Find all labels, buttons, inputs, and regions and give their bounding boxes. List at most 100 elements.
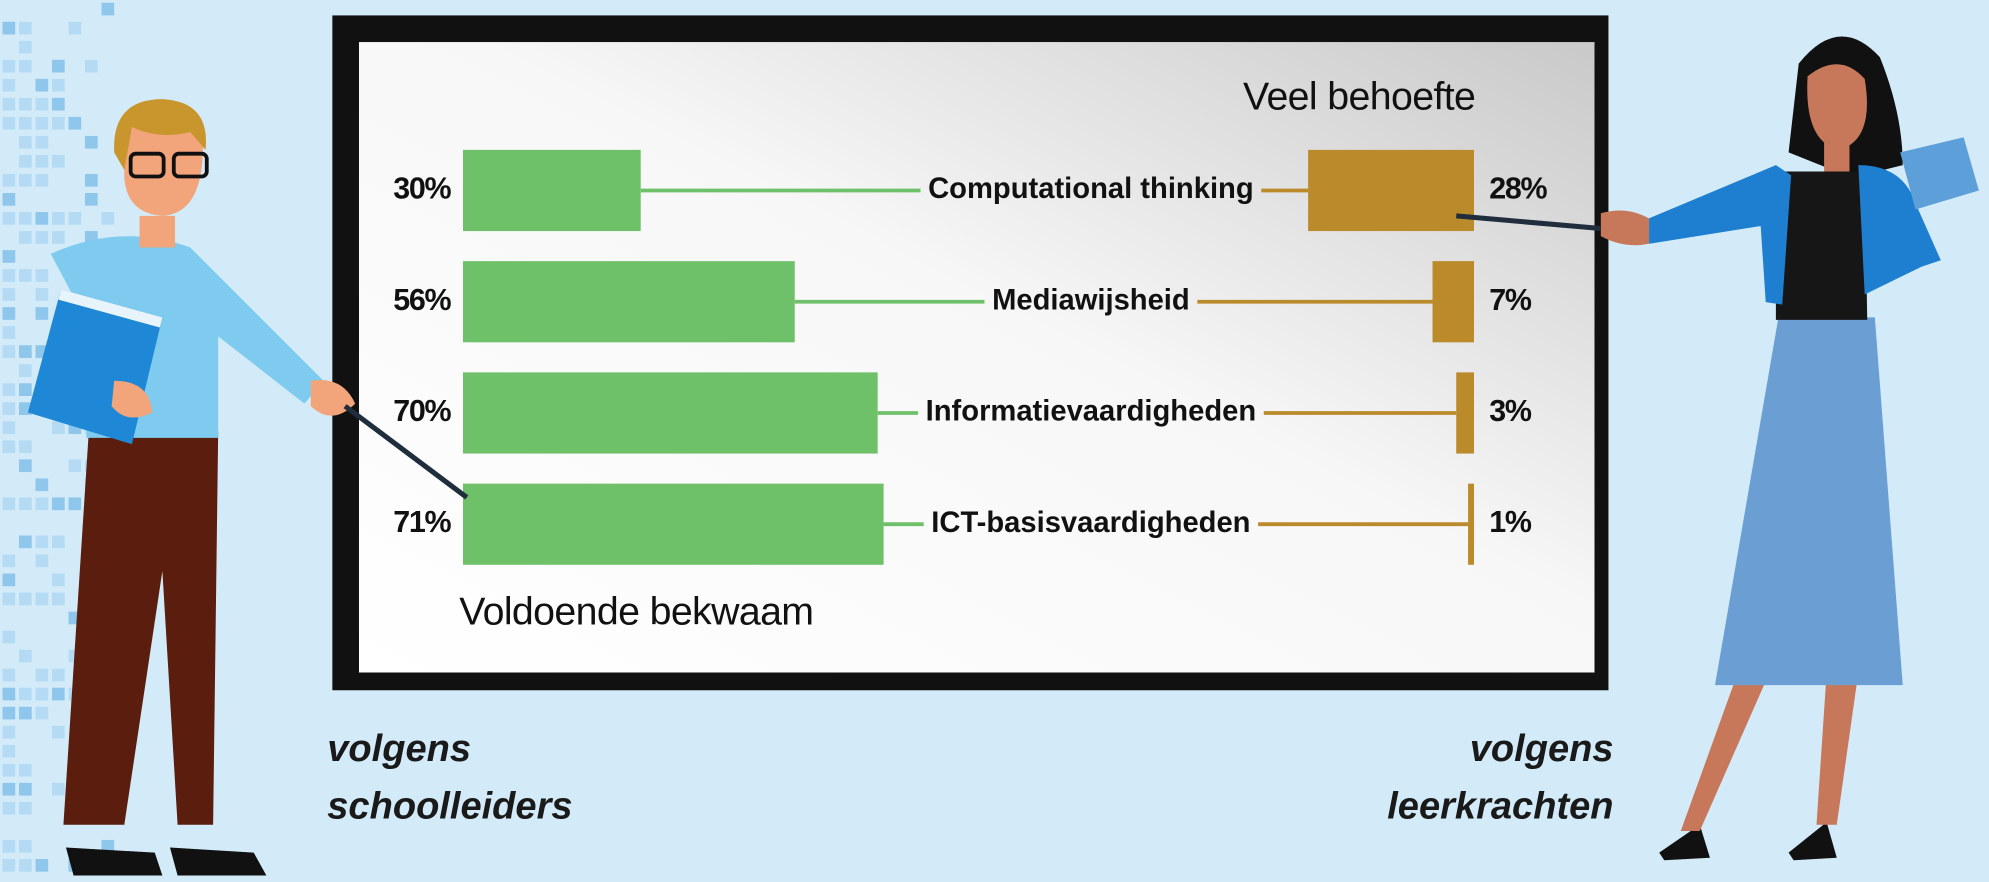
pixel — [3, 764, 16, 777]
caption-right: leerkrachten — [1387, 785, 1613, 827]
pixel — [52, 155, 65, 168]
pixel — [52, 497, 65, 510]
pixel — [19, 497, 32, 510]
bar — [1456, 372, 1474, 453]
pixel — [101, 212, 114, 225]
pixel — [36, 155, 49, 168]
pixel — [36, 288, 49, 301]
pixel — [3, 402, 16, 415]
pixel — [52, 574, 65, 587]
pixel — [3, 669, 16, 682]
pixel — [3, 688, 16, 701]
pixel — [3, 326, 16, 339]
pixel — [3, 212, 16, 225]
pixel — [85, 193, 98, 206]
value-label: 56% — [393, 283, 451, 317]
category-label: Mediawijsheid — [992, 284, 1190, 316]
pixel — [3, 60, 16, 73]
bar — [1468, 484, 1474, 565]
pixel — [36, 136, 49, 149]
pixel — [3, 250, 16, 263]
pixel — [52, 726, 65, 739]
pixel — [3, 269, 16, 282]
pixel — [36, 497, 49, 510]
bar — [463, 150, 641, 231]
pixel — [3, 383, 16, 396]
pixel — [36, 307, 49, 320]
pixel — [19, 764, 32, 777]
category-label: Informatievaardigheden — [926, 396, 1257, 428]
neck — [140, 216, 176, 248]
category-label: ICT-basisvaardigheden — [931, 507, 1250, 539]
pixel — [19, 383, 32, 396]
pixel — [36, 98, 49, 111]
pixel — [3, 840, 16, 853]
pixel — [3, 22, 16, 35]
pixel — [36, 117, 49, 130]
infographic: Veel behoefte Voldoende bekwaam volgens … — [0, 0, 1989, 882]
pixel — [19, 174, 32, 187]
pixel — [3, 98, 16, 111]
pixel — [52, 669, 65, 682]
pixel — [36, 269, 49, 282]
pixel — [68, 459, 81, 472]
neck — [1824, 140, 1849, 172]
pixel — [19, 212, 32, 225]
pixel — [19, 364, 32, 377]
pixel — [52, 212, 65, 225]
pixel — [36, 707, 49, 720]
pixel — [19, 269, 32, 282]
bar — [463, 261, 795, 342]
caption-right: volgens — [1470, 728, 1614, 770]
bar — [1433, 261, 1474, 342]
pixel — [19, 136, 32, 149]
pixel — [52, 60, 65, 73]
pixel — [19, 98, 32, 111]
pixel — [19, 593, 32, 606]
pixel — [52, 688, 65, 701]
pixel — [19, 536, 32, 549]
pixel — [3, 421, 16, 434]
category-label: Computational thinking — [928, 173, 1254, 205]
pixel — [3, 859, 16, 872]
pixel — [19, 802, 32, 815]
value-label: 28% — [1489, 172, 1547, 206]
pixel — [36, 478, 49, 491]
caption-left: schoolleiders — [327, 785, 572, 827]
pixel — [19, 41, 32, 54]
pixel — [19, 117, 32, 130]
pixel — [52, 98, 65, 111]
pixel — [19, 60, 32, 73]
pixel — [36, 174, 49, 187]
pixel — [85, 174, 98, 187]
pixel — [68, 497, 81, 510]
pixel — [3, 593, 16, 606]
pixel — [19, 688, 32, 701]
pixel — [19, 155, 32, 168]
value-label: 1% — [1489, 505, 1532, 539]
pixel — [85, 60, 98, 73]
pixel — [52, 593, 65, 606]
pixel — [3, 79, 16, 92]
value-label: 7% — [1489, 283, 1532, 317]
value-label: 71% — [393, 505, 451, 539]
pixel — [36, 231, 49, 244]
board-surface — [359, 42, 1595, 672]
pixel — [19, 345, 32, 358]
pixel — [52, 79, 65, 92]
pixel — [3, 174, 16, 187]
legend-left: Voldoende bekwaam — [459, 590, 813, 634]
pixel — [3, 802, 16, 815]
pixel — [19, 707, 32, 720]
pixel — [36, 593, 49, 606]
pixel — [36, 688, 49, 701]
pixel — [36, 859, 49, 872]
pixel — [19, 840, 32, 853]
pixel — [3, 497, 16, 510]
pixel — [19, 440, 32, 453]
pixel — [36, 669, 49, 682]
pixel — [19, 459, 32, 472]
pixel — [36, 212, 49, 225]
pixel — [36, 536, 49, 549]
pixel — [19, 22, 32, 35]
